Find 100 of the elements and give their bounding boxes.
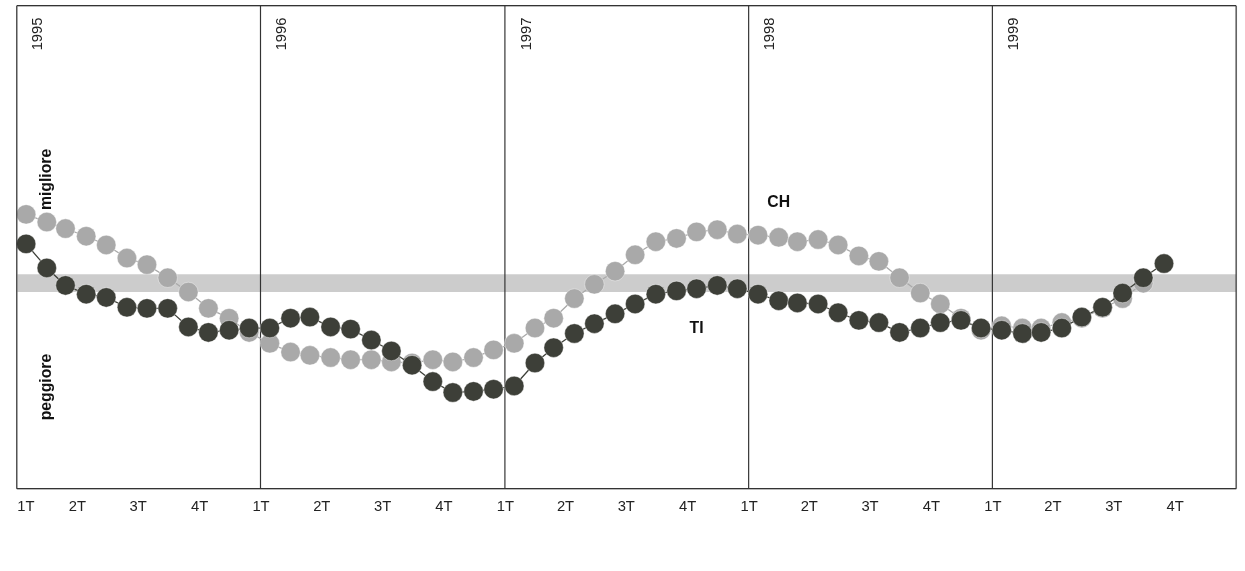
- point: [868, 251, 889, 272]
- ref-line-label: 1997: [517, 17, 534, 51]
- point: [483, 339, 504, 360]
- point: [422, 349, 443, 370]
- x-tick-label: 3T: [129, 497, 147, 514]
- point: [299, 307, 320, 328]
- x-tick-label: 4T: [1166, 497, 1184, 514]
- point: [178, 317, 199, 337]
- point: [543, 308, 564, 329]
- point: [828, 235, 849, 255]
- point: [645, 231, 666, 252]
- point: [137, 254, 157, 275]
- x-tick-label: 1T: [984, 497, 1002, 514]
- x-tick-label: 4T: [922, 497, 941, 514]
- ref-line-label: 1999: [1005, 17, 1022, 51]
- point: [198, 322, 219, 343]
- x-tick-label: 1T: [252, 497, 270, 514]
- point: [848, 245, 869, 266]
- point: [707, 275, 728, 296]
- point: [686, 221, 707, 242]
- point: [299, 345, 320, 366]
- point: [543, 337, 564, 358]
- point: [280, 308, 301, 329]
- x-tick-label: 4T: [679, 497, 697, 514]
- point: [666, 280, 687, 301]
- text: 1995: [29, 17, 46, 51]
- x-tick-label: 3T: [1105, 497, 1123, 514]
- point: [1154, 253, 1174, 274]
- point: [525, 353, 545, 373]
- point: [76, 284, 97, 305]
- point: [76, 226, 97, 247]
- x-tick-label: 3T: [373, 497, 392, 514]
- x-tick-label: 4T: [190, 497, 209, 514]
- point: [808, 229, 829, 250]
- x-tick-label: 4T: [435, 497, 453, 514]
- point: [361, 349, 382, 370]
- point: [584, 313, 605, 334]
- point: [320, 317, 341, 337]
- point: [442, 382, 463, 403]
- point: [422, 371, 443, 392]
- point: [55, 275, 76, 296]
- point: [157, 267, 178, 288]
- point: [504, 376, 525, 396]
- point: [483, 379, 504, 400]
- point: [889, 267, 910, 288]
- point: [686, 278, 707, 299]
- point: [930, 312, 951, 333]
- point: [463, 381, 484, 402]
- point: [727, 278, 748, 299]
- x-tick-label: 2T: [68, 497, 86, 514]
- point: [930, 294, 951, 314]
- point: [504, 333, 525, 354]
- point: [463, 347, 484, 368]
- point: [340, 349, 361, 370]
- point: [36, 212, 57, 232]
- series-label: CH: [767, 192, 791, 210]
- point: [16, 233, 37, 254]
- point: [442, 351, 463, 372]
- point: [748, 225, 768, 246]
- x-tick-label: 2T: [1044, 497, 1062, 514]
- point: [768, 227, 789, 248]
- point: [178, 282, 199, 302]
- point: [137, 298, 157, 319]
- point: [117, 248, 137, 269]
- point: [340, 319, 361, 340]
- point: [828, 302, 849, 323]
- x-tick-label: 1T: [740, 497, 758, 514]
- point: [787, 231, 808, 252]
- annotation: peggiore: [37, 353, 55, 421]
- point: [96, 287, 117, 308]
- point: [219, 320, 240, 341]
- point: [198, 298, 219, 319]
- point: [381, 341, 402, 361]
- point: [727, 224, 748, 244]
- point: [768, 290, 789, 311]
- x-tick-label: 3T: [617, 497, 635, 514]
- point: [564, 288, 585, 309]
- point: [525, 318, 545, 338]
- series-label: TI: [689, 319, 704, 337]
- point: [991, 320, 1012, 341]
- point: [1051, 318, 1072, 338]
- point: [910, 283, 931, 303]
- point: [868, 312, 889, 333]
- point: [666, 228, 687, 249]
- point: [259, 318, 280, 338]
- x-tick-label: 1T: [17, 497, 35, 514]
- point: [625, 294, 646, 314]
- x-tick-label: 2T: [313, 497, 331, 514]
- point: [748, 284, 768, 305]
- point: [361, 330, 382, 350]
- point: [16, 204, 37, 225]
- x-tick-label: 3T: [861, 497, 879, 514]
- x-tick-label: 2T: [800, 497, 818, 514]
- point: [55, 218, 76, 239]
- point: [280, 342, 301, 362]
- ref-line-label: 1998: [761, 17, 778, 51]
- point: [239, 318, 260, 338]
- point: [787, 292, 808, 313]
- point: [707, 219, 728, 240]
- point: [645, 284, 666, 305]
